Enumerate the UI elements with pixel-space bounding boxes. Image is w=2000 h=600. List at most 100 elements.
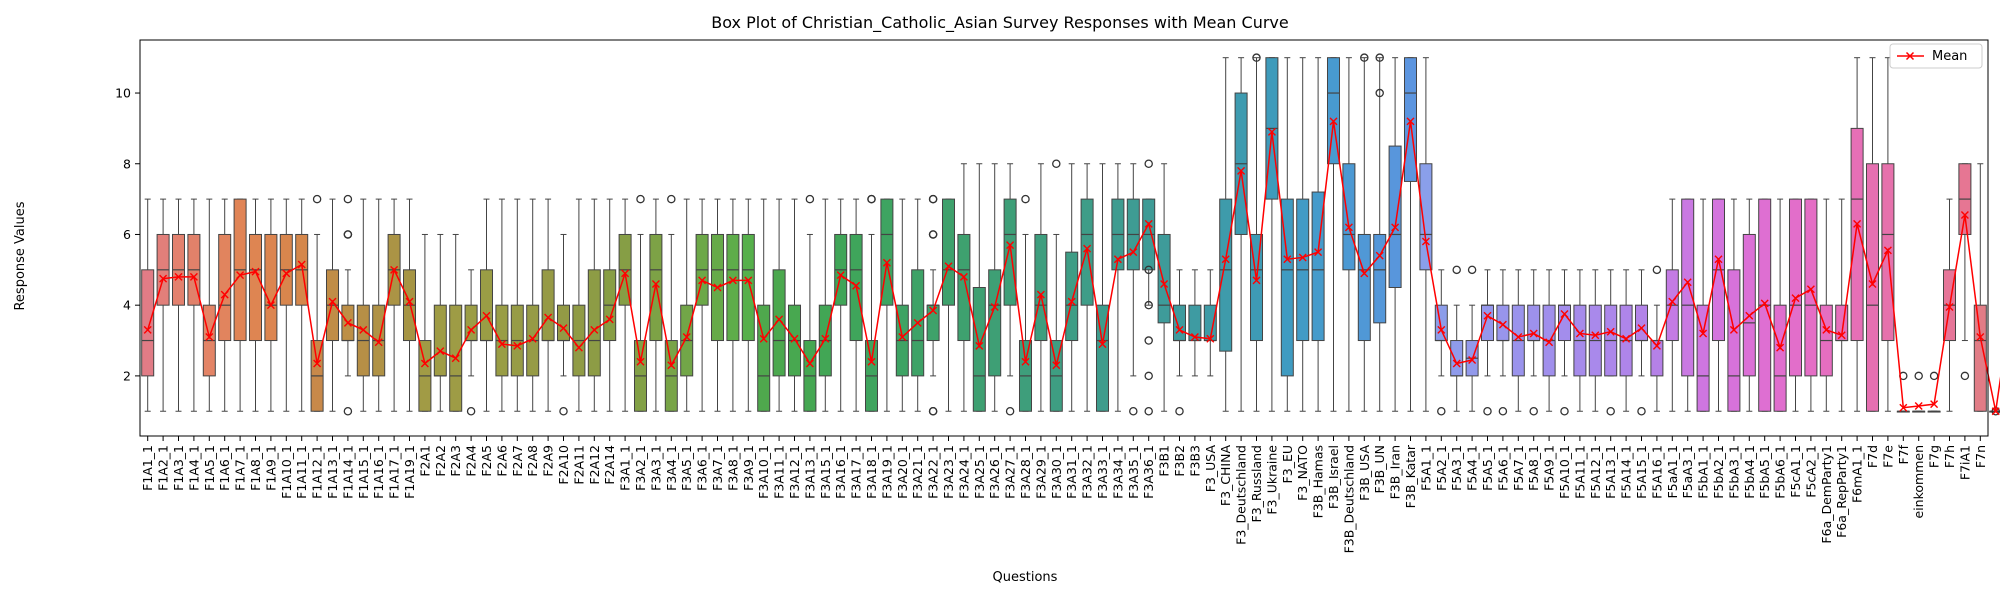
outlier-point xyxy=(1452,265,1461,275)
mean-marker xyxy=(343,318,352,327)
box-F5A13_1 xyxy=(1604,269,1618,416)
box-body xyxy=(757,304,771,412)
box-F3A25_1 xyxy=(972,163,986,412)
mean-marker xyxy=(1853,219,1862,228)
outlier-point xyxy=(928,194,938,204)
box-F3A5_1 xyxy=(680,198,694,412)
mean-marker xyxy=(959,272,968,281)
plot-area: 2 4 6 8 10 F1A1_1 F1A2_1 F1A3_1 F1A4_1 F1A5_1 F1A6… xyxy=(115,53,2000,553)
x-tick-label: F1A15_1 xyxy=(356,445,371,499)
box-F1A7_1 xyxy=(233,198,247,412)
mean-marker xyxy=(1545,338,1554,347)
x-tick-label: F5A9_1 xyxy=(1542,445,1557,491)
x-tick-label: F5bA4_1 xyxy=(1742,445,1757,499)
outlier-point xyxy=(1914,371,1923,381)
outlier-point xyxy=(343,406,353,416)
mean-marker xyxy=(528,334,537,343)
x-tick-label: F3A20_1 xyxy=(895,445,910,499)
box-body xyxy=(1388,145,1402,288)
x-tick-label: F1A8_1 xyxy=(248,445,263,491)
x-tick-label: F3A34_1 xyxy=(1110,445,1125,499)
box-body xyxy=(1742,233,1756,377)
mean-marker xyxy=(1960,211,1969,220)
mean-marker xyxy=(667,361,676,370)
x-tick-label: F3A7_1 xyxy=(710,445,725,491)
box-body xyxy=(218,233,232,342)
x-tick-label: F3B_Israel xyxy=(1326,445,1341,509)
legend[interactable]: Mean xyxy=(1889,43,1983,69)
box-body xyxy=(1419,163,1433,271)
box-body xyxy=(1373,233,1387,324)
x-tick-label: F5aA3_1 xyxy=(1680,445,1695,499)
box-F3A2_1 xyxy=(633,194,648,412)
mean-marker xyxy=(497,340,506,349)
x-tick-label: F3_CHINA xyxy=(1218,445,1233,507)
box-body xyxy=(1342,163,1356,271)
box-F3B_Hamas xyxy=(1311,57,1325,412)
mean-marker xyxy=(451,354,460,363)
mean-marker xyxy=(821,334,830,343)
x-tick-label: F2A5 xyxy=(479,445,494,477)
box-F5A4_1 xyxy=(1465,265,1479,412)
x-tick-label: F1A14_1 xyxy=(340,445,355,499)
mean-marker xyxy=(1267,127,1276,136)
mean-marker xyxy=(913,318,922,327)
x-tick-label: F6mA1_1 xyxy=(1850,445,1865,503)
plot-frame xyxy=(139,39,1989,437)
x-tick-label: F3_NATO xyxy=(1295,445,1310,501)
mean-marker xyxy=(759,334,768,343)
mean-marker xyxy=(1914,401,1923,410)
x-tick-label: F2A6 xyxy=(494,445,509,477)
x-tick-label: F3A28_1 xyxy=(1018,445,1033,499)
x-tick-label: F5bA6_1 xyxy=(1773,445,1788,499)
x-tick-label: F3_USA xyxy=(1203,445,1218,493)
box-body xyxy=(1357,233,1371,342)
mean-marker xyxy=(236,271,245,280)
mean-marker xyxy=(1252,276,1261,285)
mean-marker xyxy=(1930,400,1939,409)
box-F3A15_1 xyxy=(818,198,832,412)
box-F5A16_1 xyxy=(1650,265,1664,412)
mean-marker xyxy=(1776,343,1785,352)
mean-marker xyxy=(1437,325,1446,334)
box-F3_Ukraine xyxy=(1265,57,1279,412)
outlier-point xyxy=(1144,336,1153,345)
y-tick-label: 2 xyxy=(123,368,131,383)
x-tick-label: F3_Ukraine xyxy=(1264,445,1279,515)
mean-marker xyxy=(929,306,938,315)
box-body xyxy=(1219,198,1233,352)
box-F5A11_1 xyxy=(1573,269,1587,412)
box-F7n xyxy=(1973,163,1987,412)
x-tick-label: F2A2 xyxy=(433,445,448,477)
mean-marker xyxy=(297,260,306,269)
mean-marker xyxy=(682,333,691,341)
mean-marker xyxy=(1175,325,1184,334)
box-F3_Deutschland xyxy=(1234,57,1248,412)
x-tick-label: F3A32_1 xyxy=(1080,445,1095,499)
mean-marker xyxy=(189,272,198,281)
box-body xyxy=(479,269,494,342)
x-tick-label: F2A10 xyxy=(556,445,571,485)
mean-marker xyxy=(1837,331,1846,340)
mean-marker xyxy=(1067,297,1076,306)
x-tick-label: F5A5_1 xyxy=(1480,445,1495,491)
x-tick-label: F3A19_1 xyxy=(879,445,894,499)
box-F5A1_1 xyxy=(1419,57,1433,412)
x-tick-label: F1A7_1 xyxy=(233,445,248,491)
outlier-point xyxy=(1375,53,1384,62)
box-F5A8_1 xyxy=(1527,269,1541,416)
outlier-point xyxy=(1437,406,1446,416)
box-F1A14_1 xyxy=(341,194,355,416)
box-body xyxy=(988,269,1002,377)
outlier-point xyxy=(1375,88,1384,98)
x-tick-label: F1A10_1 xyxy=(279,445,294,499)
mean-marker xyxy=(898,333,907,341)
x-tick-label: F6a_DemParty1 xyxy=(1819,445,1834,544)
x-tick-label: F2A8 xyxy=(525,445,540,477)
x-tick-label: F5bA3_1 xyxy=(1726,445,1741,499)
box-body xyxy=(957,233,971,342)
mean-marker xyxy=(1498,320,1507,329)
x-tick-label: F5A16_1 xyxy=(1649,445,1664,499)
box-F5A15_1 xyxy=(1634,269,1649,416)
